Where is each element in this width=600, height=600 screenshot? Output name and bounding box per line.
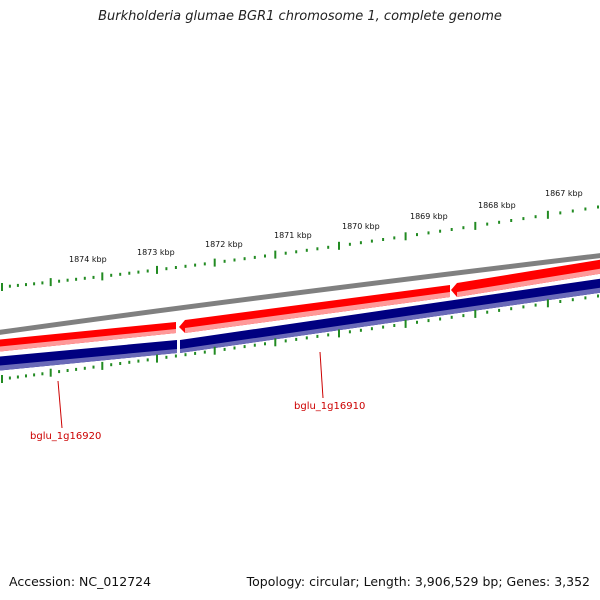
gene-label-bglu_1g16910[interactable]: bglu_1g16910 xyxy=(294,401,365,412)
map-title: Burkholderia glumae BGR1 chromosome 1, c… xyxy=(98,9,502,24)
inner-tick-ruler xyxy=(1,294,599,383)
gene-label-leader-bglu_1g16910 xyxy=(319,351,324,399)
tick-label-1873: 1873 kbp xyxy=(137,248,175,257)
accession-text: Accession: NC_012724 xyxy=(9,574,152,589)
gene-label-bglu_1g16920[interactable]: bglu_1g16920 xyxy=(30,431,101,442)
tick-label-1869: 1869 kbp xyxy=(410,212,448,221)
tick-label-1867: 1867 kbp xyxy=(545,189,583,198)
tick-label-1871: 1871 kbp xyxy=(274,231,312,240)
tick-label-1868: 1868 kbp xyxy=(478,201,516,210)
tick-label-1870: 1870 kbp xyxy=(342,222,380,231)
tick-label-1872: 1872 kbp xyxy=(205,240,243,249)
gene-label-leader-bglu_1g16920 xyxy=(57,380,63,429)
cds-track xyxy=(0,278,600,371)
backbone-arc xyxy=(0,253,600,335)
gene-track xyxy=(0,259,600,352)
tick-label-1874: 1874 kbp xyxy=(69,255,107,264)
summary-text: Topology: circular; Length: 3,906,529 bp… xyxy=(246,574,590,589)
outer-tick-ruler xyxy=(1,205,599,291)
